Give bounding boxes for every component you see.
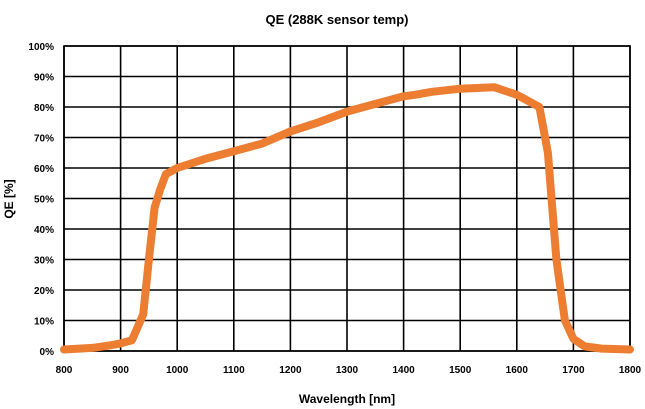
x-axis-tick-labels: 800 900 1000 1100 1200 1300 1400 1500 1600 1700 18…: [56, 365, 642, 376]
y-axis-tick-labels: 0% 10% 20% 30% 40% 50% 60% 70% 80% 90% 100%: [28, 42, 54, 358]
y-tick-label: 40%: [34, 225, 54, 236]
y-tick-label: 90%: [34, 73, 54, 84]
plot-area-frame: [63, 45, 631, 352]
y-tick-label: 10%: [34, 317, 54, 328]
series-layer: [60, 83, 634, 354]
y-tick-label: 20%: [34, 286, 54, 297]
y-tick-label: 60%: [34, 164, 54, 175]
x-tick-label: 1500: [449, 365, 472, 376]
x-tick-label: 1700: [562, 365, 585, 376]
x-tick-label: 1600: [506, 365, 529, 376]
x-axis-title: Wavelength [nm]: [299, 392, 395, 406]
x-tick-label: 1800: [619, 365, 642, 376]
x-tick-label: 900: [112, 365, 129, 376]
y-axis-title: QE [%]: [2, 179, 16, 218]
x-tick-label: 1100: [223, 365, 245, 376]
y-tick-label: 80%: [34, 103, 54, 114]
y-tick-label: 70%: [34, 134, 54, 145]
y-tick-label: 30%: [34, 256, 54, 267]
x-tick-label: 1400: [392, 365, 415, 376]
x-tick-label: 1000: [166, 365, 189, 376]
x-tick-label: 1300: [336, 365, 359, 376]
y-tick-label: 100%: [28, 42, 54, 53]
x-tick-label: 800: [56, 365, 73, 376]
x-tick-label: 1200: [279, 365, 302, 376]
grid-lines: [63, 45, 631, 352]
qe-series-line: [60, 83, 634, 354]
chart-title: QE (288K sensor temp): [265, 12, 408, 27]
y-tick-label: 50%: [34, 195, 54, 206]
y-tick-label: 0%: [40, 347, 55, 358]
